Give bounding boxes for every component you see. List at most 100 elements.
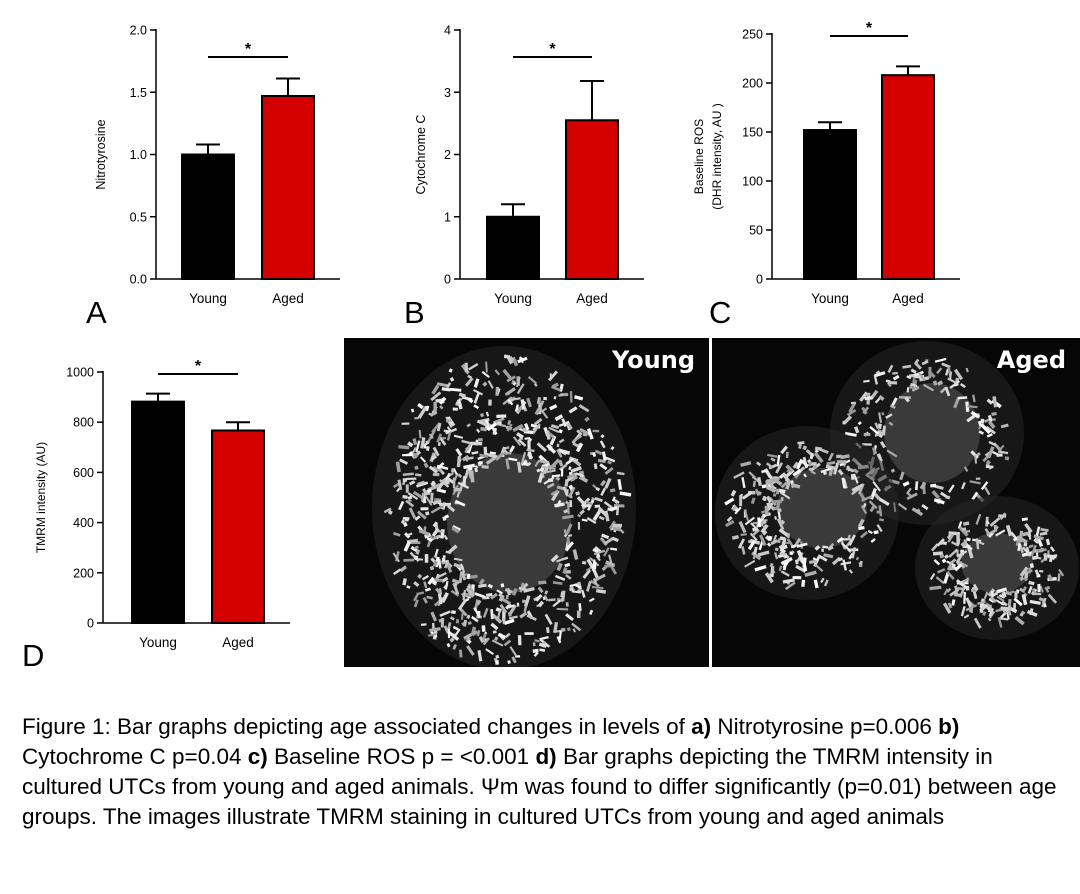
mitochondrion	[965, 367, 969, 373]
mitochondrion	[451, 610, 456, 614]
mitochondrion	[943, 588, 949, 596]
mitochondrion	[1013, 603, 1016, 610]
mitochondrion	[561, 628, 566, 632]
mitochondrion	[956, 552, 964, 563]
mitochondrion	[399, 458, 409, 465]
mitochondrion	[398, 444, 410, 450]
y-tick-label: 600	[73, 466, 94, 480]
mitochondrion	[414, 465, 419, 470]
mitochondrion	[580, 589, 586, 598]
mitochondrion	[765, 495, 773, 503]
mitochondrion	[599, 463, 608, 471]
mitochondrion	[426, 595, 433, 600]
bar-young	[181, 153, 235, 280]
mitochondrion	[536, 468, 541, 473]
mitochondrion	[532, 642, 536, 647]
mitochondrion	[473, 389, 484, 396]
mitochondrion	[571, 622, 582, 632]
mitochondrion	[535, 593, 543, 602]
mitochondrion	[821, 548, 824, 552]
mitochondrion	[971, 491, 979, 501]
mitochondrion	[1021, 610, 1026, 615]
mitochondrion	[458, 392, 467, 398]
mitochondrion	[581, 518, 588, 522]
mitochondrion	[1021, 586, 1027, 594]
mitochondrion	[850, 401, 857, 405]
mitochondrion	[985, 520, 990, 525]
mitochondrion	[860, 505, 868, 515]
mitochondrion	[980, 418, 985, 424]
mitochondrion	[576, 429, 583, 436]
mitochondrion	[399, 565, 408, 573]
mitochondrion	[593, 463, 598, 470]
mitochondrion	[408, 450, 414, 456]
mitochondrion	[451, 468, 455, 473]
mitochondrion	[776, 454, 781, 467]
mitochondrion	[526, 397, 532, 408]
mitochondrion	[1009, 607, 1018, 614]
mitochondrion	[442, 555, 446, 563]
mitochondrion	[803, 473, 808, 478]
mitochondrion	[942, 602, 952, 614]
mitochondrion	[457, 481, 470, 489]
mitochondrion	[451, 526, 460, 534]
mitochondrion	[575, 491, 581, 496]
mitochondrion	[485, 411, 490, 417]
y-tick-label: 100	[742, 175, 763, 189]
mitochondrion	[881, 411, 885, 416]
mitochondrion	[492, 630, 497, 634]
mitochondrion	[502, 396, 513, 406]
mitochondrion	[556, 443, 560, 448]
mitochondrion	[785, 451, 789, 459]
mitochondrion	[551, 474, 561, 478]
mitochondrion	[949, 371, 953, 381]
mitochondrion	[878, 505, 883, 517]
mitochondrion	[851, 547, 857, 559]
mitochondrion	[961, 527, 967, 532]
mitochondrion	[795, 537, 802, 546]
mitochondrion	[962, 539, 968, 547]
mitochondrion	[453, 434, 464, 439]
mitochondrion	[452, 625, 459, 631]
mitochondrion	[592, 452, 597, 458]
mitochondrion	[459, 607, 468, 617]
mitochondrion	[429, 627, 441, 632]
mitochondrion	[610, 506, 618, 512]
mitochondrion	[840, 454, 850, 460]
mitochondrion	[405, 532, 413, 537]
mitochondrion	[543, 594, 549, 602]
mitochondrion	[890, 468, 896, 473]
mitochondrion	[496, 589, 503, 595]
mitochondrion	[1019, 587, 1024, 593]
mitochondrion	[946, 570, 955, 580]
mitochondrion	[586, 558, 595, 569]
mitochondrion	[551, 385, 561, 392]
mitochondrion	[780, 570, 790, 577]
mitochondrion	[1037, 556, 1042, 560]
mitochondrion	[558, 463, 568, 471]
mitochondrion	[572, 434, 583, 443]
mitochondrion	[430, 492, 434, 504]
mitochondrion	[612, 496, 616, 502]
mitochondrion	[532, 648, 539, 653]
mitochondrion	[897, 502, 908, 511]
mitochondrion	[948, 548, 959, 558]
mitochondrion	[1037, 583, 1041, 593]
mitochondrion	[444, 580, 449, 590]
mitochondrion	[825, 464, 836, 471]
mitochondrion	[752, 553, 757, 560]
mitochondrion	[512, 358, 519, 367]
mitochondrion	[479, 453, 489, 458]
mitochondrion	[910, 368, 917, 374]
mitochondrion	[913, 358, 920, 366]
mitochondrion	[515, 376, 521, 388]
mitochondrion	[533, 383, 538, 387]
mitochondrion	[775, 502, 781, 511]
mitochondrion	[430, 454, 438, 461]
y-tick-label: 2.0	[130, 24, 147, 38]
mitochondrion	[970, 410, 981, 419]
mitochondrion	[471, 615, 479, 623]
mitochondrion	[473, 378, 480, 388]
mitochondrion	[437, 442, 441, 447]
mitochondrion	[1045, 538, 1051, 546]
